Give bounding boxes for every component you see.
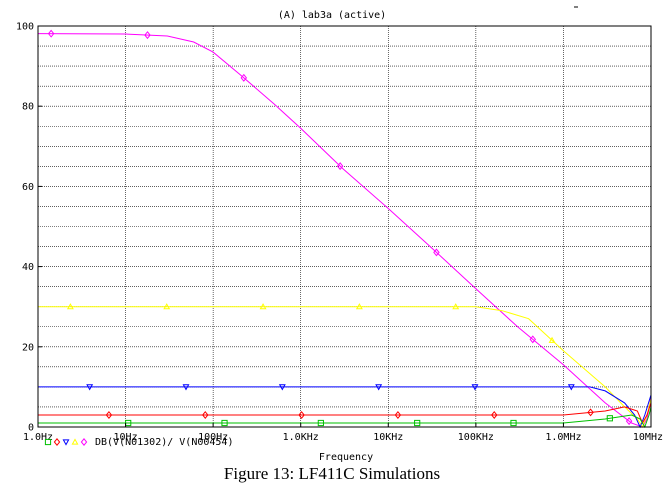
series-marker [182, 384, 190, 391]
y-tick-label: 60 [22, 182, 34, 193]
series-marker [452, 303, 460, 310]
x-tick-label: 1.0MHz [545, 432, 581, 443]
series-marker [62, 439, 70, 446]
series-marker [298, 410, 305, 419]
plot-frame [37, 25, 652, 428]
x-tick-label: 100KHz [458, 432, 494, 443]
series-marker [105, 410, 113, 419]
series-marker [144, 31, 151, 40]
plot-legend: DB(V(N01302)/ V(N00454) [44, 437, 233, 448]
y-tick-label: 20 [22, 342, 34, 353]
series-line [38, 402, 652, 425]
series-marker [278, 384, 286, 391]
x-tick-label: 1.0Hz [23, 432, 53, 443]
plot-header: (A) lab3a (active) [278, 10, 386, 21]
series-marker [529, 335, 537, 344]
series-marker [625, 417, 633, 426]
series-marker [491, 410, 498, 419]
series-marker [53, 438, 61, 446]
series-marker [355, 303, 363, 310]
y-axis-ticks: 0 20 40 60 80 100 [16, 22, 42, 434]
series-marker [375, 384, 383, 391]
series-line [37, 33, 652, 428]
series-line [38, 406, 652, 429]
x-tick-label: 100Hz [198, 432, 228, 443]
series-marker [44, 438, 52, 446]
y-tick-label: 0 [28, 423, 34, 434]
series-marker [548, 336, 556, 343]
series-marker [47, 29, 55, 38]
legend-label: DB(V(N01302)/ V(N00454) [95, 437, 233, 448]
series-marker [125, 419, 132, 427]
series-3 [38, 402, 652, 425]
series-marker [259, 303, 267, 310]
series-marker [414, 419, 421, 427]
x-tick-label: 10KHz [373, 432, 403, 443]
y-tick-label: 80 [22, 102, 34, 113]
series-marker [221, 419, 228, 427]
series-marker [510, 419, 517, 427]
plot-series [37, 29, 652, 429]
series-4 [38, 406, 652, 429]
x-tick-label: 10MHz [633, 432, 663, 443]
series-0 [37, 29, 652, 428]
series-marker [202, 410, 209, 419]
series-marker [336, 162, 344, 171]
x-axis-ticks: 1.0Hz 10Hz 100Hz 1.0KHz 10KHz 100KHz 1.0MHz 10M… [23, 423, 663, 443]
series-marker [606, 415, 613, 422]
series-marker [587, 408, 594, 417]
series-marker [163, 303, 171, 310]
series-marker [80, 438, 88, 446]
series-marker [317, 419, 324, 427]
y-tick-label: 40 [22, 262, 34, 273]
figure-caption: Figure 13: LF411C Simulations [223, 464, 441, 483]
series-marker [433, 248, 440, 257]
series-marker [71, 438, 79, 445]
series-marker [66, 303, 74, 310]
series-marker [394, 410, 402, 419]
x-axis-label: Frequency [319, 452, 373, 463]
series-marker [86, 384, 94, 391]
x-tick-label: 1.0KHz [283, 432, 319, 443]
series-marker [471, 384, 479, 391]
x-tick-label: 10Hz [114, 432, 138, 443]
y-tick-label: 100 [16, 22, 34, 33]
series-marker [240, 73, 248, 82]
series-2 [38, 384, 652, 429]
series-marker [567, 384, 575, 391]
